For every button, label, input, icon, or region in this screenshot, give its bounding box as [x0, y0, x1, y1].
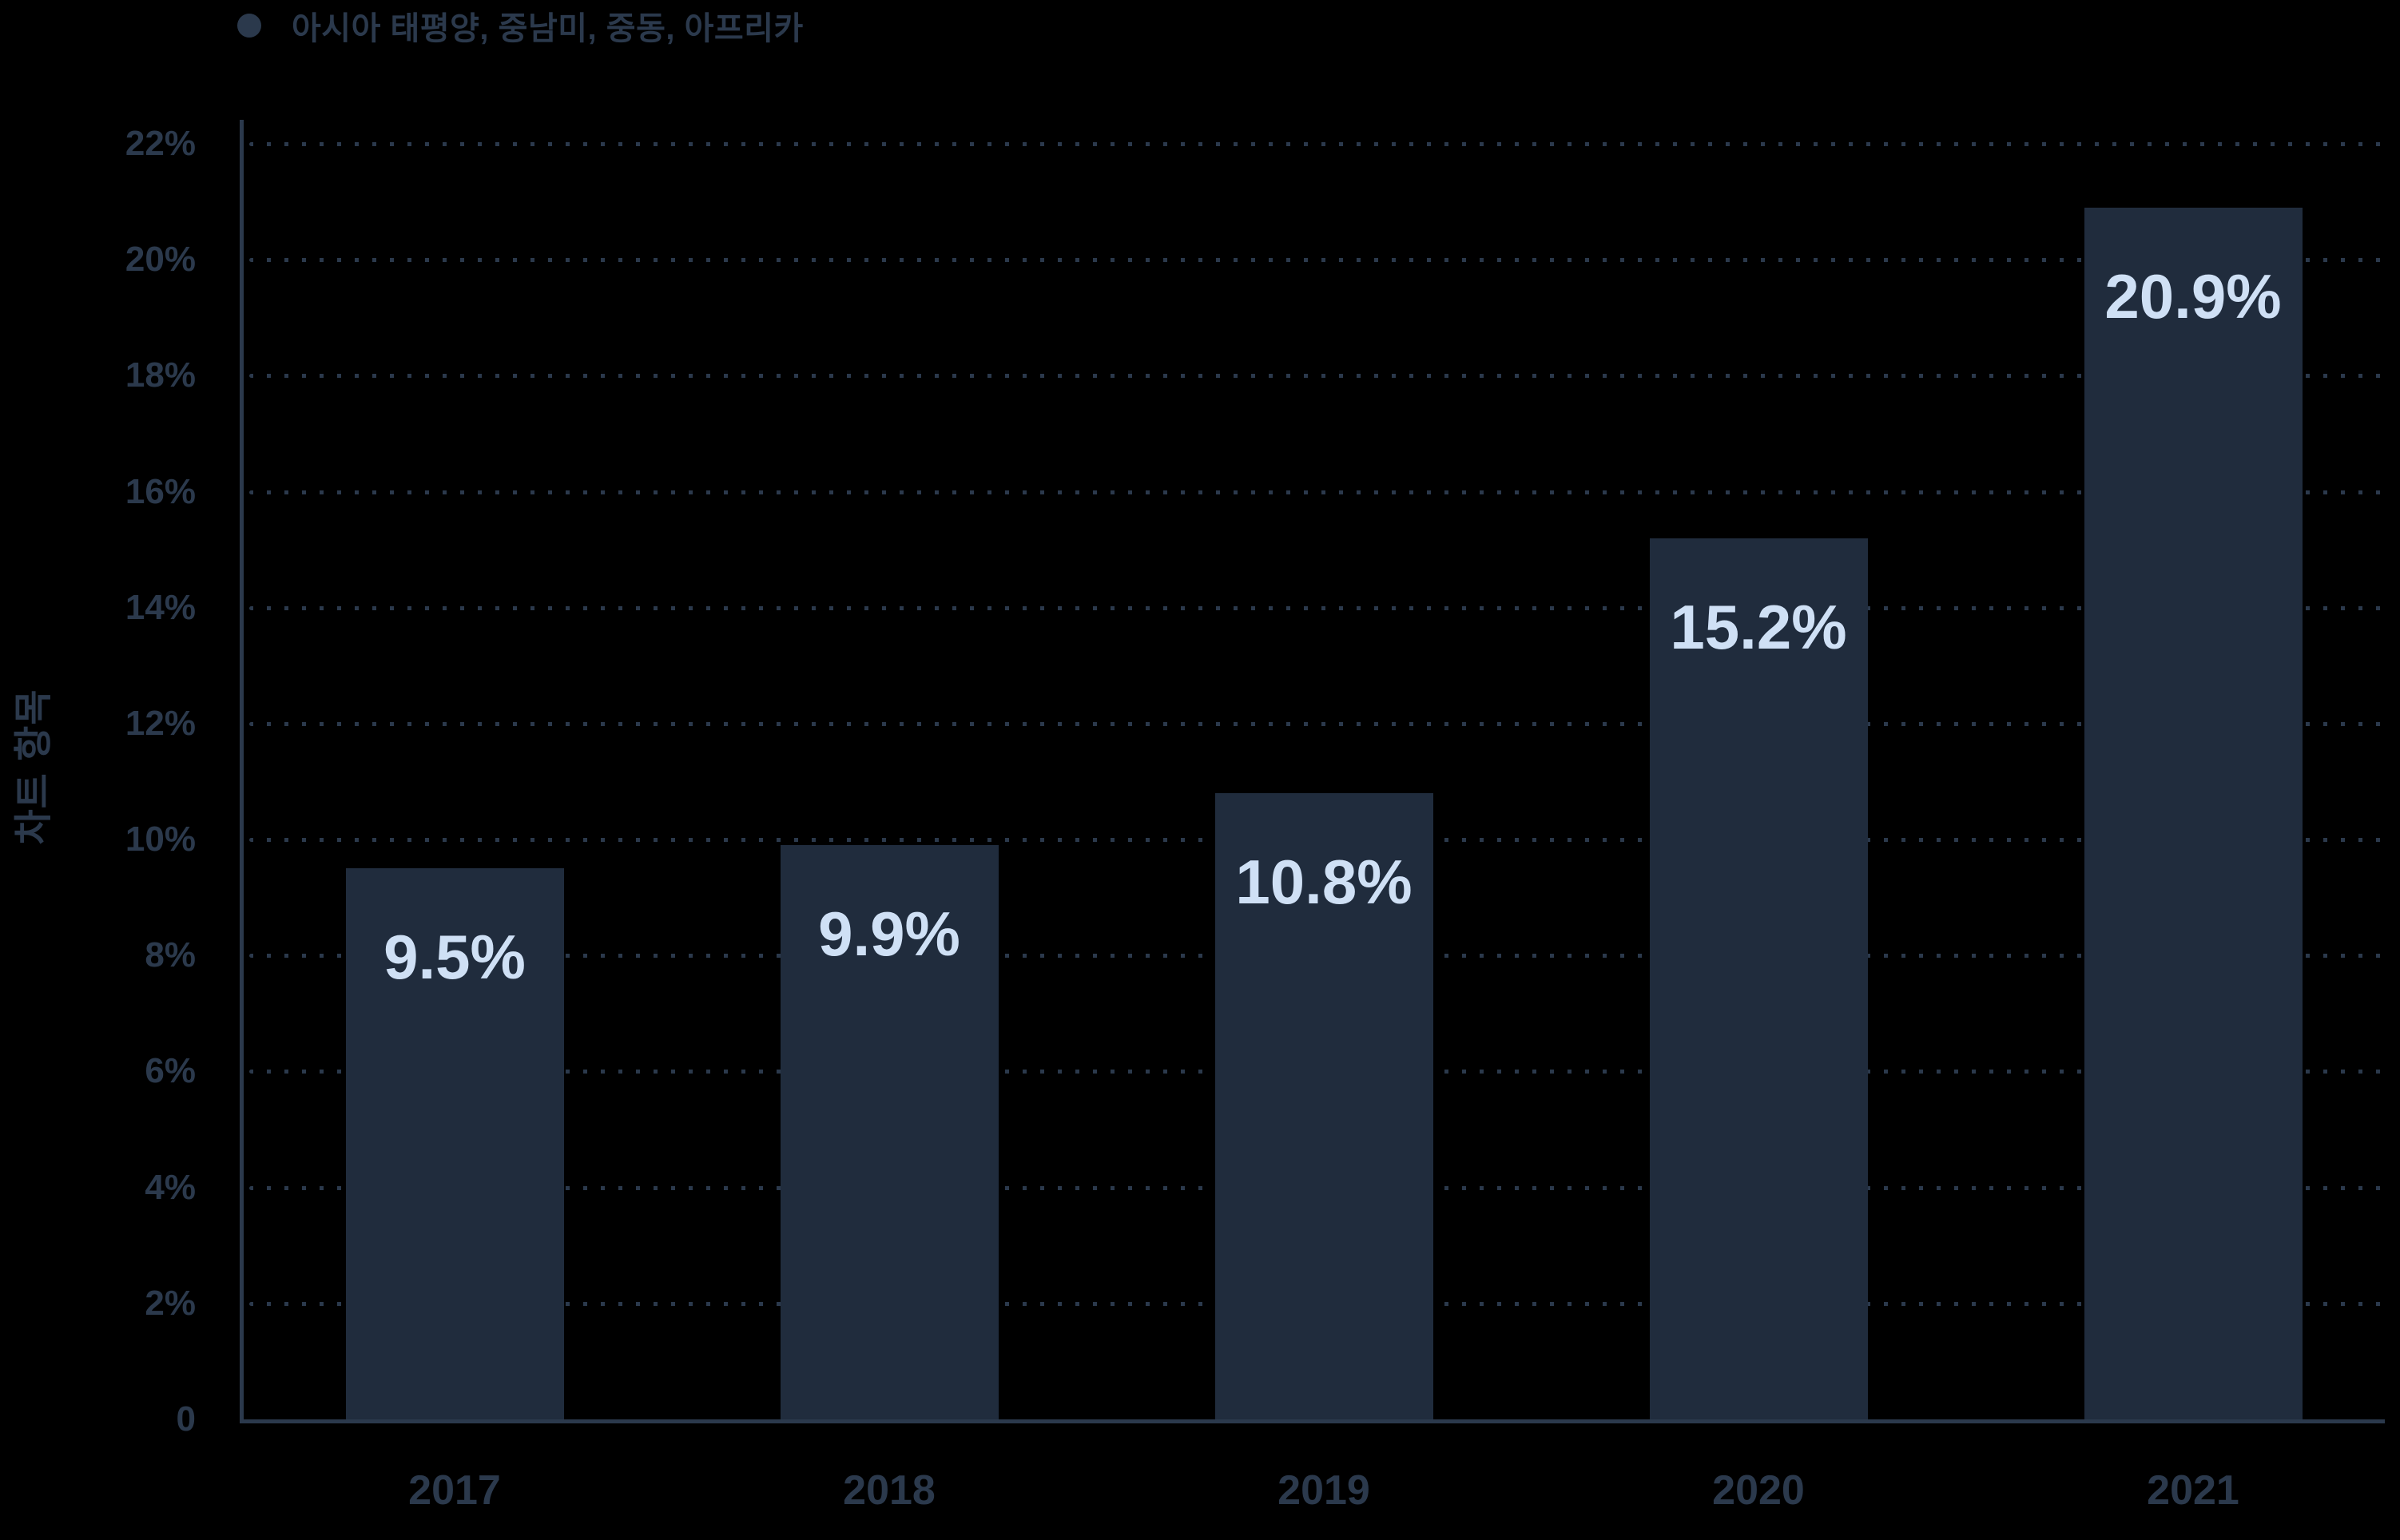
y-axis-line — [240, 120, 244, 1423]
y-tick-label-2: 2% — [145, 1283, 196, 1323]
y-tick-label-4: 4% — [145, 1167, 196, 1207]
x-label-2017: 2017 — [408, 1467, 501, 1514]
x-label-2018: 2018 — [843, 1467, 936, 1514]
gridline-20 — [249, 258, 2385, 263]
y-tick-label-16: 16% — [125, 471, 196, 511]
y-tick-label-14: 14% — [125, 587, 196, 627]
bar-2017[interactable]: 9.5% — [345, 868, 564, 1419]
x-label-2021: 2021 — [2147, 1467, 2239, 1514]
gridline-14 — [249, 605, 2385, 610]
legend[interactable]: 아시아 태평양, 중남미, 중동, 아프리카 — [237, 6, 804, 46]
x-label-2019: 2019 — [1277, 1467, 1370, 1514]
y-tick-label-20: 20% — [125, 240, 196, 280]
bar-2019[interactable]: 10.8% — [1214, 793, 1433, 1419]
legend-label: 아시아 태평양, 중남미, 중동, 아프리카 — [292, 11, 804, 46]
bar-2021[interactable]: 20.9% — [2084, 208, 2303, 1419]
bar-value-label-2020: 15.2% — [1670, 592, 1847, 662]
y-tick-label-0: 0 — [176, 1399, 196, 1439]
gridline-22 — [249, 142, 2385, 146]
gridline-16 — [249, 490, 2385, 494]
y-tick-label-10: 10% — [125, 820, 196, 859]
y-tick-label-12: 12% — [125, 703, 196, 743]
bar-value-label-2018: 9.9% — [818, 899, 960, 969]
gridline-12 — [249, 721, 2385, 726]
bar-value-label-2017: 9.5% — [383, 922, 526, 992]
y-tick-label-8: 8% — [145, 935, 196, 975]
y-tick-label-22: 22% — [125, 124, 196, 163]
bar-value-label-2021: 20.9% — [2104, 261, 2282, 331]
y-tick-label-6: 6% — [145, 1051, 196, 1091]
gridline-18 — [249, 374, 2385, 379]
bar-value-label-2019: 10.8% — [1235, 847, 1413, 917]
legend-marker-icon — [237, 14, 261, 38]
x-axis-line — [240, 1419, 2385, 1423]
bar-2018[interactable]: 9.9% — [780, 845, 999, 1419]
plot-area: 9.5% 9.9% 10.8% 15.2% 20.9% — [240, 120, 2385, 1423]
x-label-2020: 2020 — [1712, 1467, 1805, 1514]
bar-2020[interactable]: 15.2% — [1649, 538, 1868, 1419]
y-tick-label-18: 18% — [125, 355, 196, 395]
